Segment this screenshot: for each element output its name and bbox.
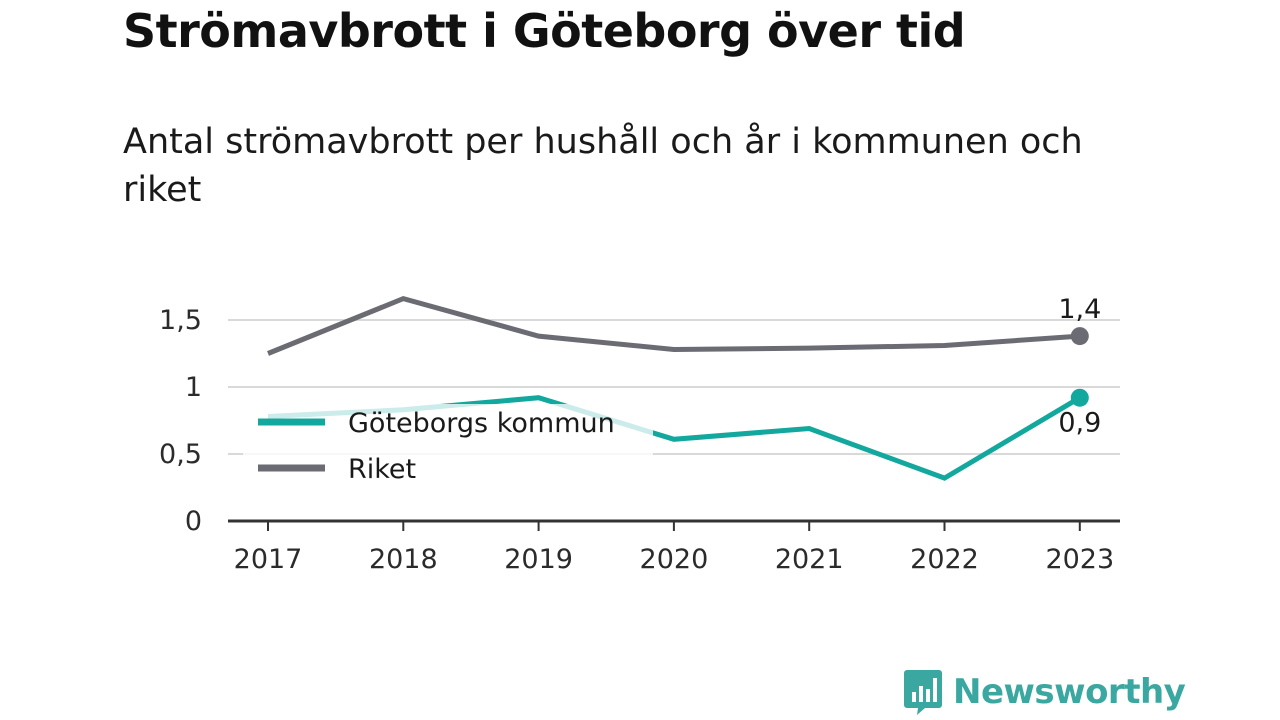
series-end-marker xyxy=(1070,327,1089,346)
x-tick-label: 2018 xyxy=(369,544,438,575)
y-axis-ticks: 0 0,5 1 1,5 xyxy=(159,305,202,537)
legend-label: Göteborgs kommun xyxy=(348,408,615,439)
legend-label: Riket xyxy=(348,454,416,485)
data-label: 1,4 xyxy=(1058,294,1101,325)
x-tick-label: 2020 xyxy=(640,544,709,575)
bar-chart-speech-bubble-icon xyxy=(904,670,942,715)
x-tick-label: 2019 xyxy=(504,544,573,575)
x-tick-label: 2021 xyxy=(775,544,844,575)
chart-title: Strömavbrott i Göteborg över tid xyxy=(123,4,966,58)
legend: Göteborgs kommun Riket xyxy=(243,404,653,485)
series-end-marker xyxy=(1070,388,1089,407)
x-tick-label: 2023 xyxy=(1045,544,1114,575)
brand-name: Newsworthy xyxy=(953,672,1186,712)
x-tick-label: 2017 xyxy=(234,544,303,575)
y-tick-label: 0,5 xyxy=(159,439,202,470)
data-label: 0,9 xyxy=(1058,408,1101,439)
y-tick-label: 0 xyxy=(185,506,202,537)
newsworthy-logo: Newsworthy xyxy=(903,668,1186,716)
x-axis: 2017 2018 2019 2020 2021 2022 2023 xyxy=(228,519,1120,575)
y-tick-label: 1 xyxy=(185,372,202,403)
series-line-1 xyxy=(267,295,1080,356)
legend-backdrop xyxy=(243,404,653,458)
x-tick-label: 2022 xyxy=(910,544,979,575)
chart-subtitle: Antal strömavbrott per hushåll och år i … xyxy=(123,122,1083,210)
y-tick-label: 1,5 xyxy=(159,305,202,336)
series-end-markers: 0,9 1,4 xyxy=(1058,294,1101,439)
